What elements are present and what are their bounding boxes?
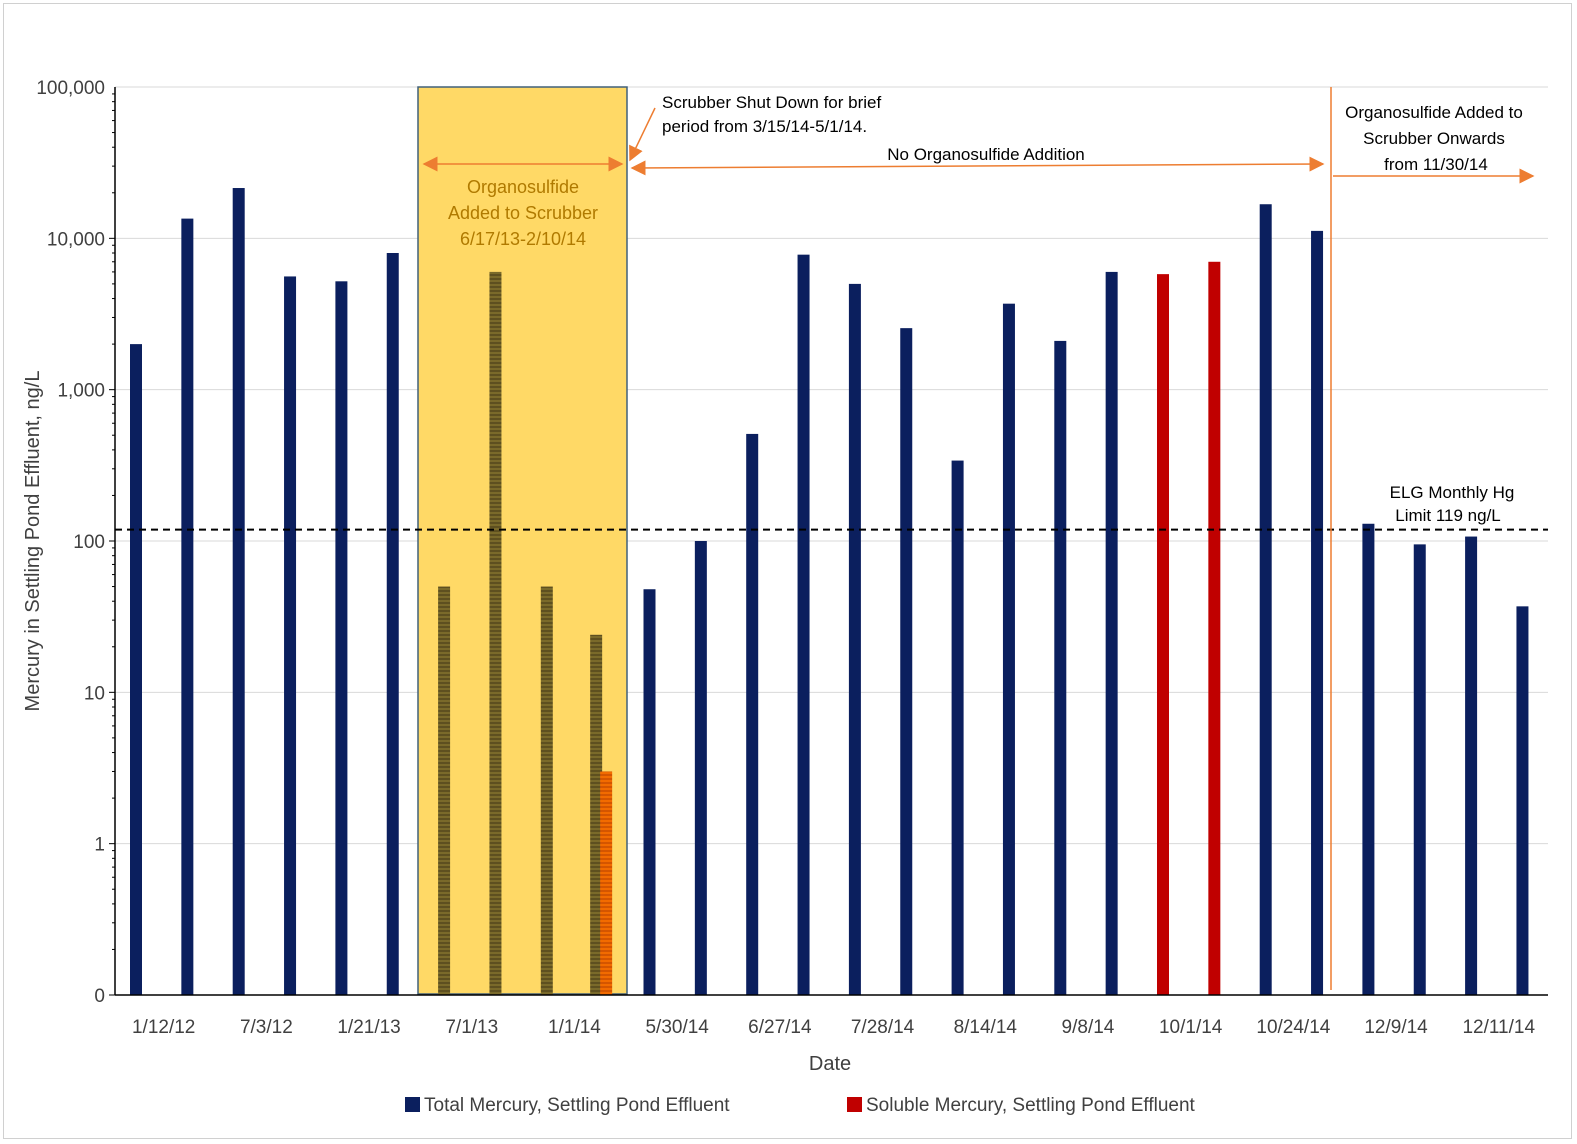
- chart-frame: [3, 3, 1572, 1139]
- no-addition-arrow: [630, 156, 1325, 176]
- x-tick-label: 5/30/14: [645, 1017, 709, 1038]
- x-tick-label: 7/3/12: [240, 1017, 293, 1038]
- bar-total: [438, 586, 451, 995]
- bar-total: [1413, 544, 1426, 995]
- bar-total: [643, 589, 656, 995]
- y-tick-label: 10: [84, 683, 105, 704]
- legend-swatch-total: [405, 1097, 420, 1112]
- bars-group: [130, 188, 1529, 996]
- x-tick-label: 8/14/14: [954, 1017, 1018, 1038]
- elg-limit-label-1: ELG Monthly Hg: [1390, 483, 1515, 502]
- y-tick-label: 10,000: [47, 229, 105, 250]
- bar-total: [130, 344, 142, 995]
- x-tick-label: 10/1/14: [1159, 1017, 1223, 1038]
- bar-total: [1465, 536, 1478, 995]
- y-tick-label: 0: [94, 986, 105, 1007]
- y-tick-label: 1: [94, 835, 105, 856]
- legend-label-total: Total Mercury, Settling Pond Effluent: [424, 1095, 730, 1116]
- bar-total: [590, 634, 603, 995]
- shutdown-pointer: [629, 107, 656, 162]
- bar-total: [232, 188, 245, 996]
- bar-total: [848, 283, 861, 995]
- elg-limit-label-2: Limit 119 ng/L: [1395, 506, 1501, 525]
- bar-total: [335, 281, 348, 995]
- x-tick-label: 1/21/13: [337, 1017, 400, 1038]
- legend-label-soluble: Soluble Mercury, Settling Pond Effluent: [866, 1095, 1196, 1116]
- bar-soluble: [1208, 261, 1221, 996]
- onwards-label-1: Organosulfide Added to: [1345, 103, 1523, 122]
- legend-swatch-soluble: [847, 1097, 862, 1112]
- y-axis-label: Mercury in Settling Pond Effluent, ng/L: [22, 371, 44, 712]
- bar-total: [181, 218, 194, 995]
- bar-total: [900, 328, 913, 996]
- x-tick-label: 10/24/14: [1256, 1017, 1330, 1038]
- onwards-label-3: from 11/30/14: [1384, 155, 1488, 174]
- bar-total: [1259, 204, 1272, 996]
- bar-total: [694, 541, 707, 995]
- x-tick-label: 12/9/14: [1364, 1017, 1428, 1038]
- bar-total: [1311, 230, 1324, 995]
- bar-soluble: [600, 771, 613, 995]
- bar-total: [386, 252, 399, 996]
- box-label-2: Added to Scrubber: [448, 203, 598, 223]
- y-tick-labels: 0 1 10 100 1,000 10,000 100,000: [36, 78, 105, 1007]
- bar-total: [1054, 340, 1067, 995]
- x-tick-label: 7/1/13: [445, 1017, 498, 1038]
- shutdown-label-1: Scrubber Shut Down for brief: [662, 93, 881, 112]
- x-tick-label: 6/27/14: [748, 1017, 812, 1038]
- onwards-label-2: Scrubber Onwards: [1363, 129, 1505, 148]
- bar-total: [1105, 271, 1118, 995]
- bar-total: [1516, 606, 1529, 995]
- bar-total: [951, 460, 964, 995]
- bar-total: [1362, 523, 1375, 995]
- x-tick-label: 12/11/14: [1462, 1017, 1535, 1038]
- x-tick-label: 1/12/12: [132, 1017, 195, 1038]
- x-tick-labels: 1/12/12 7/3/12 1/21/13 7/1/13 1/1/14 5/30/14 6…: [132, 1017, 1536, 1038]
- axes: [109, 87, 1548, 996]
- box-label-3: 6/17/13-2/10/14: [460, 229, 586, 249]
- x-tick-label: 9/8/14: [1062, 1017, 1115, 1038]
- y-tick-label: 1,000: [57, 381, 105, 402]
- gridlines: [115, 86, 1548, 845]
- legend: Total Mercury, Settling Pond Effluent So…: [405, 1095, 1196, 1116]
- box-label-1: Organosulfide: [467, 177, 579, 197]
- x-tick-label: 1/1/14: [548, 1017, 601, 1038]
- bar-total: [746, 433, 759, 996]
- no-addition-label: No Organosulfide Addition: [887, 145, 1085, 164]
- x-axis-label: Date: [809, 1053, 851, 1075]
- bar-total: [797, 254, 810, 995]
- y-tick-label: 100: [73, 532, 105, 553]
- shutdown-label-2: period from 3/15/14-5/1/14.: [662, 117, 867, 136]
- bar-soluble: [1157, 274, 1169, 996]
- y-tick-label: 100,000: [36, 78, 105, 99]
- bar-total: [540, 586, 553, 995]
- bar-total: [284, 276, 297, 995]
- x-tick-label: 7/28/14: [851, 1017, 915, 1038]
- bar-total: [489, 271, 502, 995]
- bar-total: [1002, 303, 1015, 995]
